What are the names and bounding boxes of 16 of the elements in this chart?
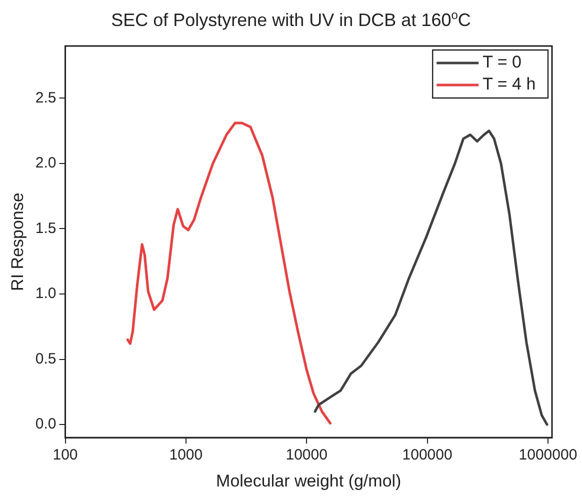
x-axis-title: Molecular weight (g/mol) [216,471,402,490]
y-tick-label: 1.0 [35,285,56,302]
y-tick-label: 2.5 [35,89,56,106]
y-axis-title: RI Response [8,192,27,291]
x-tick-label: 1000 [169,446,203,464]
chart-title: SEC of Polystyrene with UV in DCB at 160$^{o}$C [110,8,472,31]
y-tick-label: 0.0 [35,416,56,433]
y-tick-label: 2.0 [35,154,56,172]
x-tick-label: 100 [52,446,78,464]
legend-label: T = 0 [482,52,522,72]
x-tick-label: 10000 [286,446,328,464]
y-tick-label: 0.5 [35,350,56,368]
legend-label: T = 4 h [482,74,536,94]
y-tick-label: 1.5 [35,220,56,237]
x-tick-label: 1000000 [518,446,578,464]
x-tick-label: 100000 [402,446,452,464]
